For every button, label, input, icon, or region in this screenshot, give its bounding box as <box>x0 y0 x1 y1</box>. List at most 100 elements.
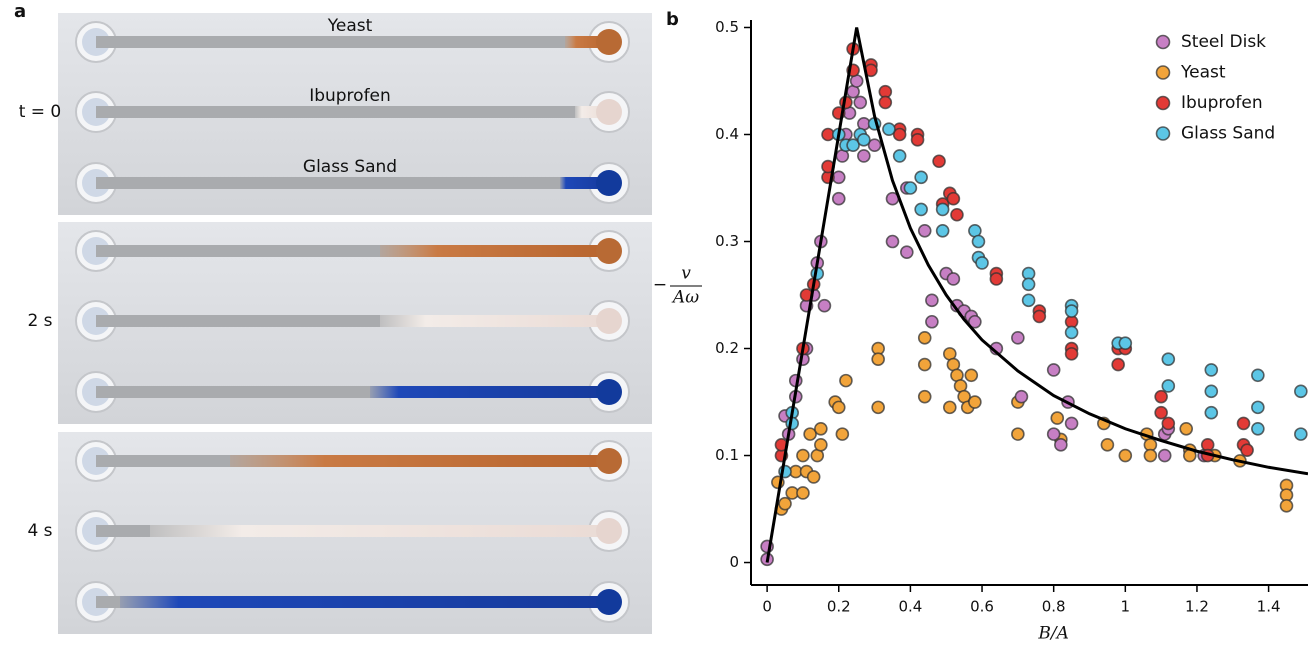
granular-pile <box>596 448 622 474</box>
point <box>878 95 893 110</box>
point <box>914 170 928 185</box>
point <box>882 122 896 136</box>
point <box>1011 331 1025 345</box>
point <box>857 133 871 147</box>
point <box>839 373 853 388</box>
x-tick-label: 0.2 <box>827 598 851 616</box>
x-tick-label: 1.2 <box>1185 598 1209 616</box>
point <box>1143 448 1158 463</box>
point <box>932 154 946 169</box>
granular-pile <box>596 29 622 55</box>
material-label: Yeast <box>327 16 373 36</box>
point <box>831 400 846 415</box>
y-tick-label: 0.3 <box>715 232 739 250</box>
point <box>1240 443 1254 457</box>
point <box>900 245 914 260</box>
time-label: 4 s <box>27 521 52 541</box>
point <box>1054 438 1068 452</box>
point <box>1251 368 1265 383</box>
legend-marker <box>1155 95 1171 111</box>
y-tick-label: 0.1 <box>715 446 739 464</box>
point <box>796 486 810 500</box>
point <box>1204 363 1219 377</box>
point <box>975 256 989 270</box>
point <box>1161 352 1176 367</box>
point <box>1064 304 1079 318</box>
channel <box>96 106 609 118</box>
point <box>917 331 932 345</box>
granular-pile <box>596 379 622 405</box>
point <box>853 95 868 110</box>
point <box>817 298 832 313</box>
point <box>885 234 900 249</box>
y-axis-label-denominator: Aω <box>671 288 699 308</box>
point <box>968 395 982 409</box>
point <box>1046 363 1061 377</box>
material-label: Glass Sand <box>303 157 397 177</box>
granular-fill <box>380 315 609 327</box>
channel <box>96 177 609 189</box>
point <box>803 427 817 441</box>
granular-fill <box>380 245 609 257</box>
granular-fill <box>230 455 609 467</box>
panel-label: b <box>666 9 679 30</box>
point <box>778 496 792 511</box>
granular-pile <box>596 589 622 615</box>
point <box>935 224 950 238</box>
granular-pile <box>596 99 622 125</box>
point <box>892 127 907 142</box>
point <box>871 400 885 415</box>
point <box>1236 416 1251 431</box>
granular-pile <box>596 518 622 544</box>
channel <box>96 36 609 48</box>
point <box>1179 421 1194 436</box>
point <box>1294 427 1308 441</box>
x-tick-label: 0.6 <box>970 598 994 616</box>
time-label: 2 s <box>27 311 52 331</box>
point <box>814 438 828 452</box>
legend-label: Ibuprofen <box>1181 93 1263 113</box>
point <box>1118 336 1133 350</box>
point <box>1161 416 1176 431</box>
point <box>1118 448 1133 463</box>
point <box>1251 400 1265 415</box>
point <box>1021 293 1036 308</box>
point <box>1111 357 1125 372</box>
point <box>1251 421 1265 436</box>
point <box>1014 389 1029 404</box>
granular-pile <box>596 308 622 334</box>
point <box>917 357 932 372</box>
x-tick-label: 0 <box>762 598 772 616</box>
point <box>950 207 964 222</box>
point <box>925 314 939 329</box>
point <box>1279 499 1294 513</box>
point <box>1204 384 1219 399</box>
x-tick-label: 1.4 <box>1257 598 1281 616</box>
point <box>871 352 885 367</box>
point <box>892 149 907 163</box>
granular-fill <box>150 525 609 537</box>
legend-label: Steel Disk <box>1181 32 1266 52</box>
legend-label: Glass Sand <box>1181 124 1275 144</box>
y-tick-label: 0.2 <box>715 339 739 357</box>
legend-marker <box>1155 34 1171 50</box>
point <box>1046 427 1061 441</box>
point <box>946 191 961 206</box>
point <box>796 448 810 463</box>
point <box>1157 448 1172 463</box>
point <box>806 470 821 484</box>
y-tick-label: 0 <box>729 553 739 571</box>
chart-panel: b 0 0.1 0.2 0.3 0.4 0.5 0 0.2 0.4 0.6 0.8 1 1.2 1.4 B/A… <box>653 9 1308 644</box>
point <box>1050 411 1065 425</box>
point <box>1064 325 1079 340</box>
point <box>943 400 957 415</box>
y-axis-label-numerator: v <box>681 264 691 284</box>
photo-panel: a t = 0 Yeast Ibuprofen Glass Sand 2 s 4 s <box>14 1 652 634</box>
point <box>814 421 828 436</box>
point <box>846 138 860 152</box>
point <box>1064 347 1079 361</box>
y-axis-label-sign: − <box>653 275 667 295</box>
x-tick-label: 1 <box>1121 598 1131 616</box>
granular-fill <box>370 386 609 398</box>
